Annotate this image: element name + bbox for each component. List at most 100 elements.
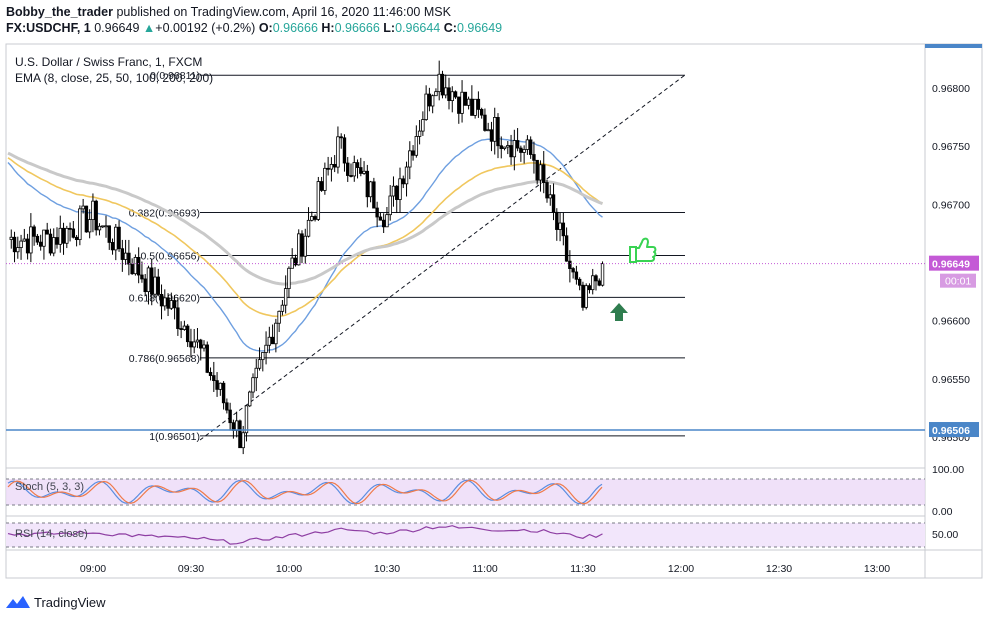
price-tick: 0.96600 <box>932 316 970 328</box>
candle <box>176 297 180 336</box>
close-label: C: <box>443 21 457 35</box>
candle <box>58 215 62 253</box>
rsi-legend[interactable]: RSI (14, close) <box>15 528 88 540</box>
candle <box>306 207 311 238</box>
stoch-band <box>6 479 925 505</box>
candle <box>352 155 356 182</box>
candle <box>447 77 451 110</box>
candle <box>515 128 520 152</box>
candle <box>355 159 360 179</box>
candle <box>133 254 138 276</box>
candle <box>538 160 543 192</box>
ema-line <box>7 151 603 286</box>
countdown-label: 00:01 <box>945 276 971 288</box>
change-arrow-icon: ▲ <box>142 21 156 35</box>
fib-trend-line[interactable] <box>199 74 686 441</box>
candle <box>166 293 170 317</box>
stoch-tick-0: 0.00 <box>932 506 953 518</box>
candle <box>208 367 213 381</box>
time-tick: 10:30 <box>374 563 400 575</box>
candle <box>430 94 435 114</box>
candle <box>342 134 347 172</box>
close-value: 0.96649 <box>456 21 503 35</box>
up-arrow-icon <box>610 303 628 321</box>
candle <box>78 205 82 246</box>
chart-canvas[interactable]: 0(0.96811)0.382(0.96693)0.5(0.96656)0.61… <box>0 40 988 588</box>
candle <box>244 405 249 442</box>
candle <box>48 228 53 256</box>
candle <box>261 352 265 372</box>
candle <box>414 125 419 158</box>
candle <box>267 326 272 354</box>
time-tick: 11:30 <box>570 563 596 575</box>
candle <box>372 177 376 209</box>
candle <box>297 229 301 266</box>
author-name[interactable]: Bobby_the_trader <box>6 5 113 19</box>
candle <box>310 211 314 222</box>
candle <box>466 96 471 110</box>
candle <box>385 206 389 228</box>
candle <box>32 224 36 246</box>
candle <box>525 135 530 155</box>
candle <box>395 185 399 214</box>
candle <box>104 215 108 238</box>
candle <box>38 234 43 251</box>
candle <box>254 358 258 392</box>
candle <box>185 324 190 347</box>
candle <box>127 239 131 276</box>
candle <box>408 141 412 180</box>
candle <box>169 292 174 311</box>
candle <box>218 382 223 396</box>
ema-lines <box>7 137 603 352</box>
candle <box>29 213 33 263</box>
candle <box>326 156 330 176</box>
candle <box>179 321 183 339</box>
candle <box>97 223 102 236</box>
hline-price-label: 0.96506 <box>932 425 970 437</box>
candle <box>123 239 128 265</box>
stoch-legend[interactable]: Stoch (5, 3, 3) <box>15 481 84 493</box>
candle <box>221 381 226 410</box>
low-value: 0.96644 <box>395 21 441 35</box>
candle <box>9 229 13 249</box>
candle <box>381 213 386 234</box>
candle <box>45 222 49 235</box>
candle <box>558 212 562 242</box>
brand-name[interactable]: TradingView <box>34 594 106 610</box>
time-tick: 09:00 <box>80 563 106 575</box>
candle <box>506 140 510 155</box>
candle <box>136 247 141 284</box>
candle <box>339 133 343 149</box>
candle <box>81 198 85 214</box>
candle <box>228 402 232 431</box>
candle <box>421 111 425 136</box>
candle <box>22 228 27 242</box>
last-price: 0.96649 <box>94 21 140 35</box>
candle <box>319 176 324 192</box>
candle <box>564 227 569 262</box>
candle <box>274 318 278 353</box>
candle <box>270 324 275 345</box>
candle <box>65 225 69 249</box>
candle <box>35 233 40 245</box>
candle <box>499 136 503 159</box>
candle <box>375 201 379 228</box>
candle <box>55 227 59 249</box>
candle <box>163 289 167 311</box>
instrument-legend[interactable]: U.S. Dollar / Swiss Franc, 1, FXCM <box>15 55 202 69</box>
candle <box>362 161 366 175</box>
candle <box>532 141 536 174</box>
tradingview-logo-icon[interactable] <box>6 595 30 609</box>
stoch-d-line <box>7 479 603 505</box>
symbol-label: FX:USDCHF, 1 <box>6 21 91 35</box>
candle <box>349 163 353 178</box>
candle <box>52 228 56 257</box>
scroll-indicator[interactable] <box>925 44 982 48</box>
footer: TradingView <box>6 590 106 614</box>
candle <box>378 212 383 221</box>
thumbs-up-icon <box>629 237 657 263</box>
candle <box>156 268 160 297</box>
publish-info: published on TradingView.com, April 16, … <box>116 5 451 19</box>
time-axis[interactable]: 09:00 09:30 10:00 10:30 11:00 11:30 12:00 12:30… <box>80 563 890 575</box>
ema-legend[interactable]: EMA (8, close, 25, 50, 100, 200, 200) <box>15 71 213 85</box>
